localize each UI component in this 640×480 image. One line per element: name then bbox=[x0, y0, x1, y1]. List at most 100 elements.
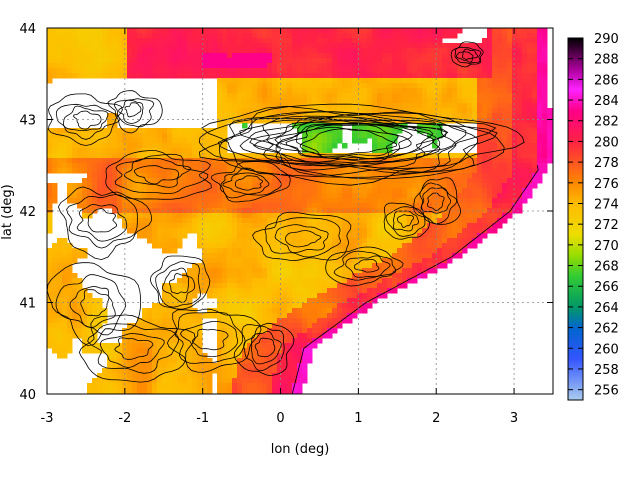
heatmap-cell bbox=[342, 233, 348, 239]
heatmap-cell bbox=[342, 218, 348, 224]
heatmap-cell bbox=[187, 143, 193, 149]
heatmap-cell bbox=[542, 153, 548, 159]
heatmap-cell bbox=[207, 223, 213, 229]
heatmap-cell bbox=[197, 363, 203, 369]
heatmap-cell bbox=[402, 63, 408, 69]
heatmap-cell bbox=[87, 308, 93, 314]
heatmap-cell bbox=[267, 313, 273, 319]
heatmap-cell bbox=[362, 73, 368, 79]
heatmap-cell bbox=[202, 48, 208, 54]
heatmap-cell bbox=[127, 368, 133, 374]
heatmap-cell bbox=[67, 243, 73, 249]
heatmap-cell bbox=[82, 158, 88, 164]
heatmap-cell bbox=[532, 153, 538, 159]
heatmap-cell bbox=[297, 153, 303, 159]
heatmap-cell bbox=[47, 78, 53, 84]
heatmap-cell bbox=[547, 153, 553, 159]
heatmap-cell bbox=[147, 228, 153, 234]
heatmap-cell bbox=[177, 213, 183, 219]
heatmap-cell bbox=[412, 28, 418, 34]
heatmap-cell bbox=[282, 318, 288, 324]
heatmap-cell bbox=[337, 218, 343, 224]
heatmap-cell bbox=[97, 173, 103, 179]
heatmap-cell bbox=[362, 193, 368, 199]
heatmap-cell bbox=[287, 53, 293, 59]
heatmap-cell bbox=[132, 178, 138, 184]
heatmap-cell bbox=[362, 208, 368, 214]
heatmap-cell bbox=[377, 193, 383, 199]
heatmap-cell bbox=[147, 68, 153, 74]
heatmap-cell bbox=[202, 213, 208, 219]
heatmap-cell bbox=[97, 383, 103, 389]
heatmap-cell bbox=[482, 188, 488, 194]
heatmap-cell bbox=[522, 73, 528, 79]
heatmap-cell bbox=[162, 183, 168, 189]
heatmap-cell bbox=[412, 68, 418, 74]
heatmap-cell bbox=[277, 78, 283, 84]
heatmap-cell bbox=[107, 198, 113, 204]
heatmap-cell bbox=[327, 188, 333, 194]
heatmap-cell bbox=[507, 38, 513, 44]
heatmap-cell bbox=[262, 38, 268, 44]
heatmap-cell bbox=[177, 198, 183, 204]
heatmap-cell bbox=[322, 38, 328, 44]
heatmap-cell bbox=[152, 28, 158, 34]
heatmap-cell bbox=[492, 123, 498, 129]
heatmap-cell bbox=[382, 63, 388, 69]
heatmap-cell bbox=[407, 83, 413, 89]
heatmap-cell bbox=[352, 93, 358, 99]
heatmap-cell bbox=[132, 28, 138, 34]
heatmap-cell bbox=[277, 33, 283, 39]
heatmap-cell bbox=[232, 38, 238, 44]
heatmap-cell bbox=[327, 193, 333, 199]
heatmap-cell bbox=[337, 88, 343, 94]
heatmap-cell bbox=[287, 298, 293, 304]
heatmap-cell bbox=[467, 198, 473, 204]
heatmap-cell bbox=[157, 348, 163, 354]
heatmap-cell bbox=[352, 188, 358, 194]
heatmap-cell bbox=[422, 78, 428, 84]
heatmap-cell bbox=[232, 303, 238, 309]
heatmap-cell bbox=[182, 288, 188, 294]
heatmap-cell bbox=[227, 213, 233, 219]
heatmap-cell bbox=[452, 173, 458, 179]
heatmap-cell bbox=[352, 178, 358, 184]
heatmap-cell bbox=[172, 218, 178, 224]
heatmap-cell bbox=[282, 288, 288, 294]
heatmap-cell bbox=[292, 193, 298, 199]
heatmap-cell bbox=[397, 178, 403, 184]
heatmap-cell bbox=[467, 168, 473, 174]
heatmap-cell bbox=[467, 188, 473, 194]
heatmap-cell bbox=[57, 58, 63, 64]
heatmap-cell bbox=[297, 178, 303, 184]
heatmap-cell bbox=[492, 78, 498, 84]
heatmap-cell bbox=[242, 158, 248, 164]
heatmap-cell bbox=[407, 223, 413, 229]
heatmap-cell bbox=[237, 248, 243, 254]
heatmap-cell bbox=[377, 213, 383, 219]
heatmap-cell bbox=[272, 108, 278, 114]
heatmap-cell bbox=[277, 83, 283, 89]
heatmap-cell bbox=[357, 33, 363, 39]
heatmap-cell bbox=[117, 203, 123, 209]
heatmap-cell bbox=[217, 203, 223, 209]
heatmap-cell bbox=[537, 168, 543, 174]
heatmap-cell bbox=[272, 28, 278, 34]
heatmap-cell bbox=[287, 183, 293, 189]
heatmap-cell bbox=[537, 28, 543, 34]
heatmap-cell bbox=[277, 338, 283, 344]
heatmap-cell bbox=[367, 43, 373, 49]
heatmap-cell bbox=[227, 253, 233, 259]
heatmap-cell bbox=[522, 78, 528, 84]
heatmap-cell bbox=[277, 203, 283, 209]
heatmap-cell bbox=[212, 313, 218, 319]
heatmap-cell bbox=[357, 228, 363, 234]
heatmap-cell bbox=[387, 233, 393, 239]
heatmap-cell bbox=[232, 373, 238, 379]
heatmap-cell bbox=[177, 238, 183, 244]
heatmap-cell bbox=[162, 38, 168, 44]
heatmap-cell bbox=[282, 223, 288, 229]
heatmap-cell bbox=[477, 78, 483, 84]
heatmap-cell bbox=[312, 138, 318, 144]
heatmap-cell bbox=[267, 93, 273, 99]
